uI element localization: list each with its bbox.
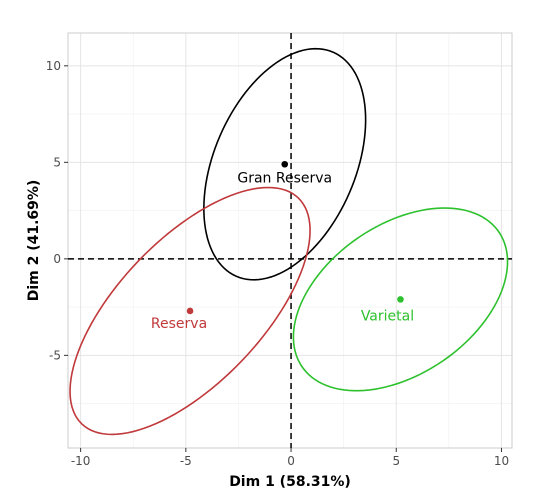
- y-tick-label: 5: [53, 155, 61, 169]
- y-tick-label: 0: [53, 252, 61, 266]
- reference-lines: [68, 33, 512, 448]
- panel-border: [67, 32, 513, 449]
- x-axis-title: Dim 1 (58.31%): [229, 474, 351, 490]
- varietal-label: Varietal: [361, 308, 414, 324]
- reserva-centroid: [186, 307, 194, 315]
- reserva-ellipse: [69, 186, 311, 436]
- varietal-centroid: [397, 296, 404, 303]
- gran-reserva-ellipse: [203, 47, 367, 281]
- group-labels: Gran Reserva Reserva Varietal: [151, 170, 414, 332]
- x-tick-label: -10: [71, 454, 91, 468]
- x-tick-label: 5: [392, 454, 400, 468]
- varietal-ellipse: [292, 207, 509, 392]
- gran-reserva-label: Gran Reserva: [237, 170, 332, 186]
- confidence-ellipses: [69, 47, 509, 436]
- axis-ticks: -10 -5 0 5 10 -5 0 5 10: [46, 59, 509, 468]
- y-tick-label: 10: [46, 59, 61, 73]
- reserva-label: Reserva: [151, 316, 207, 332]
- centroid-points: [186, 160, 404, 315]
- y-tick-label: -5: [49, 348, 61, 362]
- y-axis-title: Dim 2 (41.69%): [26, 180, 42, 302]
- x-tick-label: 10: [494, 454, 509, 468]
- x-tick-label: 0: [287, 454, 295, 468]
- gran-reserva-centroid: [281, 160, 289, 168]
- x-tick-label: -5: [180, 454, 192, 468]
